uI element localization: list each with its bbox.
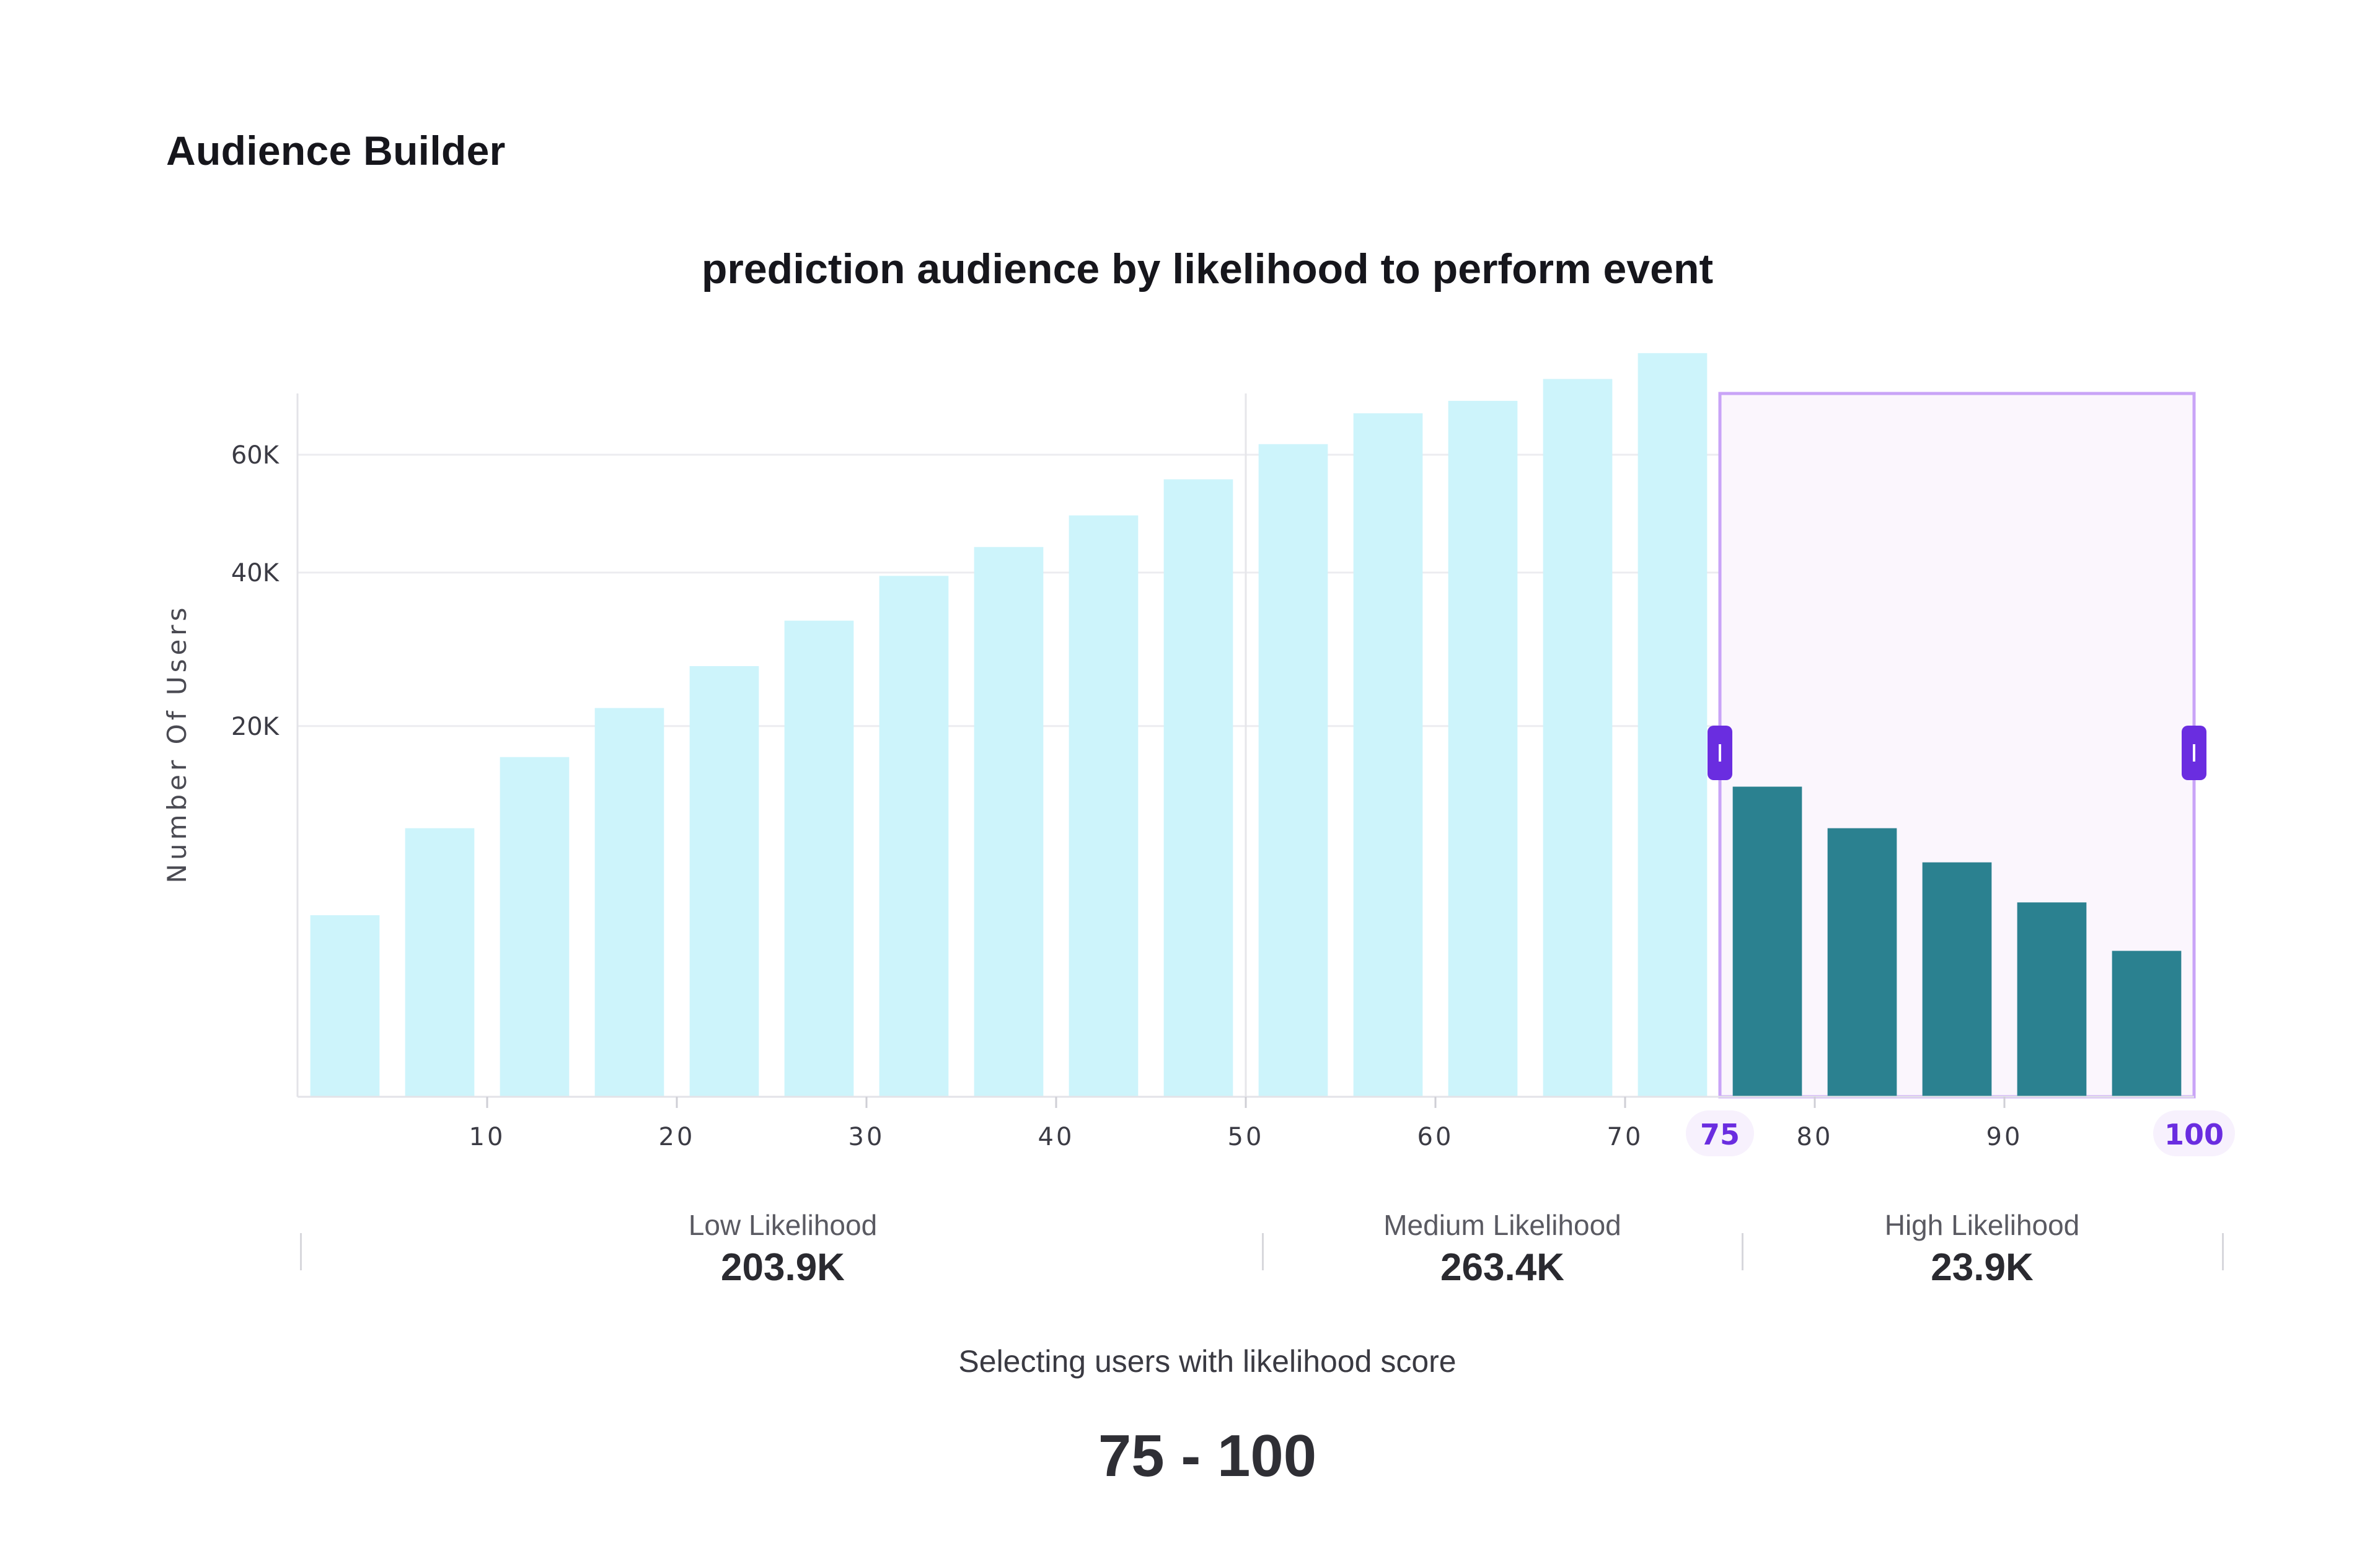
histogram-bars xyxy=(310,353,2182,1097)
chart-title: prediction audience by likelihood to per… xyxy=(701,245,1714,292)
segment-high-label: High Likelihood xyxy=(1884,1209,2080,1241)
page-title: Audience Builder xyxy=(166,128,506,174)
x-tick-label: 20 xyxy=(659,1123,695,1151)
histogram-bar xyxy=(974,547,1044,1097)
histogram-bar xyxy=(594,708,664,1097)
histogram-bar xyxy=(689,666,759,1097)
selection-start-label-pill xyxy=(1686,1110,1754,1156)
segment-low-value: 203.9K xyxy=(721,1246,845,1289)
x-tick-label: 50 xyxy=(1228,1123,1264,1151)
histogram-bar xyxy=(405,828,475,1097)
y-axis-label: Number Of Users xyxy=(162,604,192,884)
histogram-bar xyxy=(784,620,854,1097)
likelihood-histogram: 20K 40K 60K 10 20 30 40 50 60 70 80 90 75 100 Number… xyxy=(162,353,2235,1156)
segment-divider xyxy=(1742,1233,1743,1270)
histogram-bar xyxy=(310,915,380,1097)
y-tick-label: 40K xyxy=(231,559,280,587)
selection-end-label-pill xyxy=(2153,1110,2235,1156)
x-tick-label: 40 xyxy=(1038,1123,1075,1151)
histogram-bar xyxy=(1069,515,1139,1097)
x-tick-label: 60 xyxy=(1417,1123,1454,1151)
histogram-bar xyxy=(1922,862,1992,1097)
segment-high-value: 23.9K xyxy=(1931,1246,2034,1289)
x-tick-label: 10 xyxy=(469,1123,506,1151)
selection-start-label: 75 xyxy=(1700,1118,1740,1151)
histogram-bar xyxy=(1448,400,1518,1097)
segment-divider xyxy=(300,1233,302,1270)
histogram-bar xyxy=(2112,951,2182,1097)
y-tick-label: 20K xyxy=(231,713,280,741)
selection-range: 75 - 100 xyxy=(1098,1423,1317,1489)
selection-handles[interactable]: 75 100 xyxy=(1686,726,2235,1156)
x-tick-label: 30 xyxy=(848,1123,885,1151)
segment-medium-label: Medium Likelihood xyxy=(1383,1209,1621,1241)
segment-medium-value: 263.4K xyxy=(1440,1246,1564,1289)
histogram-bar xyxy=(2017,902,2087,1097)
histogram-bar xyxy=(1353,413,1423,1097)
histogram-bar xyxy=(1543,379,1613,1097)
chart-axes: 20K 40K 60K 10 20 30 40 50 60 70 80 90 xyxy=(231,393,2194,1151)
x-tick-label: 70 xyxy=(1607,1123,1644,1151)
y-tick-label: 60K xyxy=(231,441,280,470)
histogram-bar xyxy=(1732,786,1802,1097)
x-tick-label: 90 xyxy=(1986,1123,2023,1151)
histogram-bar xyxy=(1827,828,1897,1097)
histogram-bar xyxy=(1258,444,1328,1097)
segment-divider xyxy=(2222,1233,2224,1270)
histogram-bar xyxy=(1637,353,1708,1097)
selection-caption: Selecting users with likelihood score xyxy=(958,1344,1457,1379)
histogram-bar xyxy=(500,757,570,1097)
segment-divider xyxy=(1262,1233,1264,1270)
histogram-bar xyxy=(879,576,949,1097)
x-tick-label: 80 xyxy=(1797,1123,1833,1151)
histogram-bar xyxy=(1163,479,1233,1097)
segment-low-label: Low Likelihood xyxy=(688,1209,878,1241)
selection-end-label: 100 xyxy=(2164,1118,2224,1151)
